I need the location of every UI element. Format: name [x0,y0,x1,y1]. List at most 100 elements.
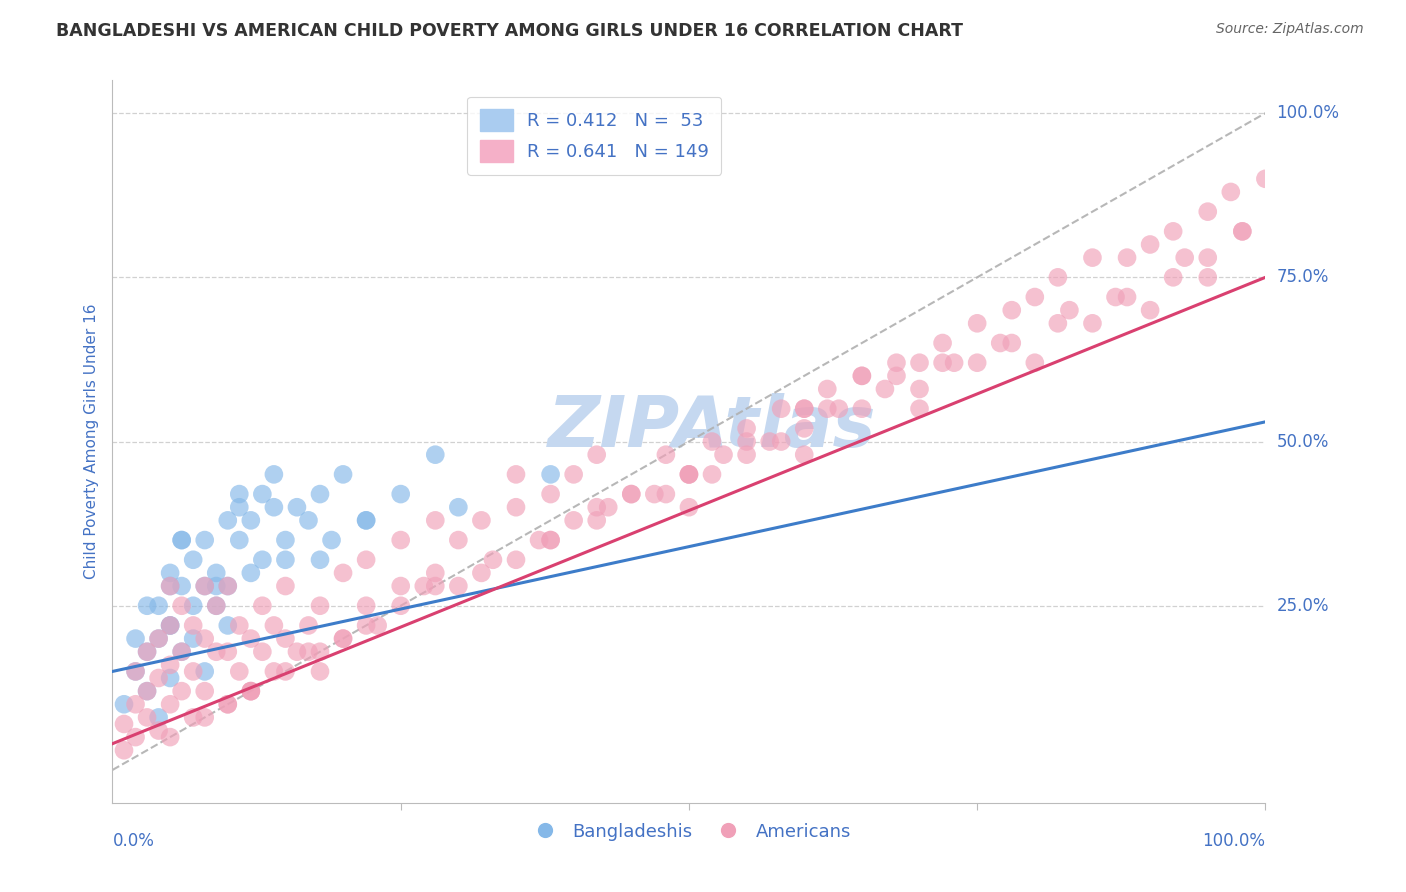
Point [309,487,332,501]
Point [354,513,377,527]
Point [815,382,838,396]
Point [482,553,505,567]
Point [540,487,562,501]
Point [886,356,908,370]
Point [447,500,470,515]
Point [354,553,377,567]
Point [112,717,135,731]
Point [170,645,193,659]
Point [217,645,239,659]
Point [194,632,217,646]
Point [700,467,723,482]
Point [159,618,181,632]
Point [274,632,297,646]
Point [1116,251,1139,265]
Point [170,599,193,613]
Text: ZIPAtlas: ZIPAtlas [548,392,876,461]
Point [425,566,447,580]
Point [1024,356,1046,370]
Point [735,421,758,435]
Point [285,645,308,659]
Point [194,533,217,547]
Point [540,533,562,547]
Point [470,566,492,580]
Point [470,513,492,527]
Point [239,513,262,527]
Point [136,645,159,659]
Point [793,401,815,416]
Point [585,500,607,515]
Point [124,698,146,712]
Point [908,401,931,416]
Point [194,684,217,698]
Point [194,579,217,593]
Point [159,618,181,632]
Text: 75.0%: 75.0% [1277,268,1329,286]
Point [228,500,250,515]
Point [447,533,470,547]
Point [309,665,332,679]
Point [194,665,217,679]
Point [332,566,354,580]
Point [354,599,377,613]
Point [620,487,643,501]
Point [159,657,181,672]
Point [1174,251,1197,265]
Point [770,434,793,449]
Point [886,368,908,383]
Point [966,316,988,330]
Point [1059,303,1081,318]
Text: 100.0%: 100.0% [1277,104,1340,122]
Point [389,487,412,501]
Point [678,467,700,482]
Point [274,553,297,567]
Point [217,698,239,712]
Point [136,645,159,659]
Point [1001,336,1024,351]
Point [1116,290,1139,304]
Point [263,665,285,679]
Point [700,434,723,449]
Point [562,513,585,527]
Point [252,599,274,613]
Point [332,467,354,482]
Point [1232,224,1254,238]
Point [354,618,377,632]
Point [678,467,700,482]
Point [181,632,204,646]
Point [194,710,217,724]
Point [505,500,527,515]
Point [309,599,332,613]
Point [655,448,678,462]
Text: BANGLADESHI VS AMERICAN CHILD POVERTY AMONG GIRLS UNDER 16 CORRELATION CHART: BANGLADESHI VS AMERICAN CHILD POVERTY AM… [56,22,963,40]
Point [124,730,146,744]
Point [966,356,988,370]
Point [228,533,250,547]
Point [205,645,228,659]
Point [1024,290,1046,304]
Point [851,401,873,416]
Point [170,533,193,547]
Point [205,566,228,580]
Point [309,553,332,567]
Text: 0.0%: 0.0% [112,831,155,850]
Point [159,730,181,744]
Point [263,500,285,515]
Point [540,533,562,547]
Point [793,421,815,435]
Point [217,513,239,527]
Point [239,684,262,698]
Point [159,618,181,632]
Point [170,579,193,593]
Text: Source: ZipAtlas.com: Source: ZipAtlas.com [1216,22,1364,37]
Point [239,566,262,580]
Point [585,513,607,527]
Point [1104,290,1126,304]
Point [321,533,343,547]
Point [1197,270,1219,285]
Point [205,599,228,613]
Point [713,448,735,462]
Point [931,336,953,351]
Point [159,566,181,580]
Point [297,645,319,659]
